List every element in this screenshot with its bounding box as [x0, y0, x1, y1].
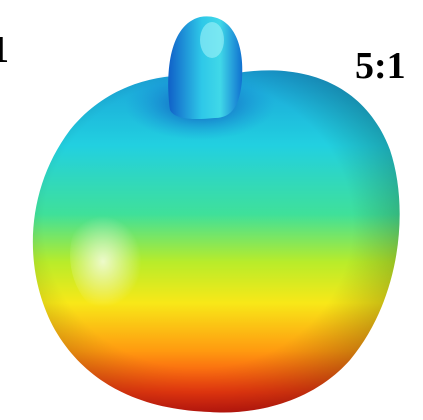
page: 1 5:1 (() => { const data = JSON.parse(d…	[0, 0, 423, 420]
ratio-label: 5:1	[355, 45, 406, 87]
left-label: 1	[0, 29, 9, 71]
pattern-figure: 1 5:1	[0, 0, 423, 420]
body-highlight	[70, 190, 180, 320]
lobe-highlight	[200, 22, 224, 58]
